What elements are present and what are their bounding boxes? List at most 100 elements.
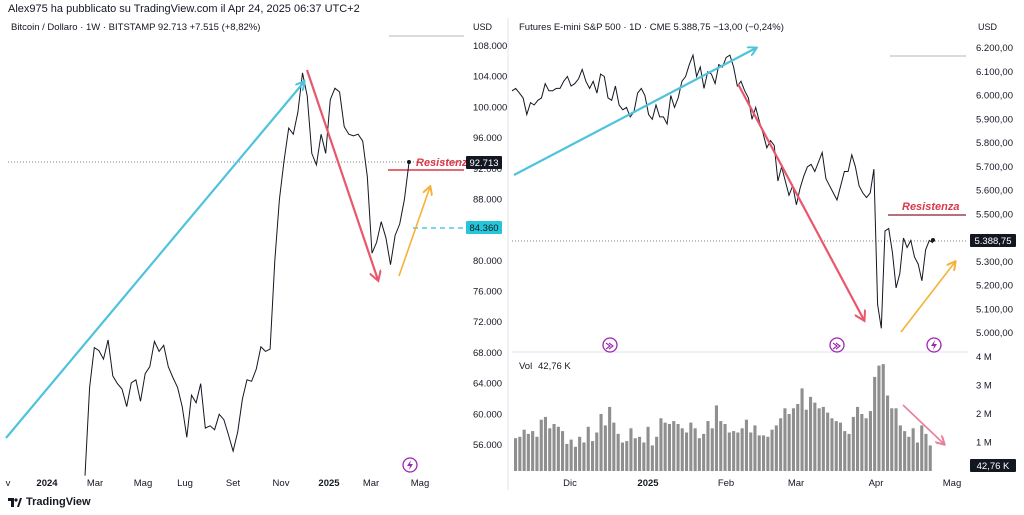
- volume-bar: [757, 435, 761, 471]
- btc-level-tag: [466, 221, 502, 234]
- volume-last-tag: [970, 459, 1016, 472]
- spx-uptrend-arrow: [513, 48, 756, 176]
- spx-y-tick-label: 5.700,00: [976, 162, 1013, 173]
- volume-bar: [821, 406, 825, 471]
- volume-bar: [838, 422, 842, 471]
- volume-bar: [834, 421, 838, 471]
- volume-bar: [826, 412, 830, 471]
- volume-bar: [744, 419, 748, 471]
- volume-decline-arrow: [902, 404, 944, 444]
- volume-bar: [791, 408, 795, 471]
- volume-bar: [783, 408, 787, 471]
- btc-x-tick-label: 2025: [318, 478, 340, 489]
- btc-x-tick-label: v: [6, 478, 11, 489]
- volume-bar: [676, 424, 680, 471]
- volume-bar: [710, 428, 714, 472]
- tradingview-brand[interactable]: TradingView: [8, 496, 91, 508]
- spx-x-tick-label: Apr: [869, 478, 884, 489]
- volume-bar: [804, 409, 808, 471]
- volume-bar: [732, 431, 736, 471]
- volume-last-tag-text: 42,76 K: [977, 461, 1010, 472]
- volume-bar: [586, 426, 590, 471]
- spx-downtrend-arrow: [737, 83, 864, 320]
- volume-bar: [817, 408, 821, 471]
- btc-x-tick-label: Nov: [273, 478, 290, 489]
- spx-chart-title: Futures E-mini S&P 500 · 1D · CME 5.388,…: [519, 22, 784, 33]
- volume-bar: [881, 364, 885, 471]
- event-marker-icon[interactable]: [602, 337, 618, 353]
- spx-x-tick-label: Dic: [563, 478, 577, 489]
- event-marker-icon[interactable]: [402, 457, 418, 473]
- spx-x-tick-label: 2025: [637, 478, 659, 489]
- volume-bar: [582, 442, 586, 471]
- volume-bar: [774, 425, 778, 471]
- volume-last-value: 42,76 K: [538, 361, 571, 372]
- volume-bar: [565, 443, 569, 471]
- volume-bar: [612, 422, 616, 471]
- volume-bar: [727, 432, 731, 471]
- btc-chart-title: Bitcoin / Dollaro · 1W · BITSTAMP 92.713…: [11, 22, 261, 33]
- volume-bar: [813, 402, 817, 471]
- volume-bar: [543, 416, 547, 471]
- volume-bar: [672, 421, 676, 471]
- btc-x-tick-label: Mar: [363, 478, 379, 489]
- volume-bar: [920, 425, 924, 471]
- event-marker-icon[interactable]: [829, 337, 845, 353]
- volume-bar: [903, 431, 907, 471]
- btc-currency-label: USD: [473, 22, 493, 32]
- btc-last-price-tag: [466, 156, 502, 169]
- btc-y-axis: 108.000 104.000 100.000 96.000 92.000 88.000 8…: [473, 41, 507, 451]
- volume-bar: [851, 416, 855, 471]
- volume-bar: [667, 424, 671, 471]
- volume-bar: [693, 428, 697, 472]
- volume-y-tick-label: 4 M: [976, 352, 992, 363]
- spx-y-tick-label: 5.500,00: [976, 209, 1013, 220]
- volume-bar: [749, 432, 753, 471]
- volume-bar: [514, 438, 518, 471]
- volume-bar: [924, 433, 928, 471]
- btc-x-tick-label: Mar: [87, 478, 103, 489]
- volume-bar: [616, 433, 620, 471]
- volume-bar: [539, 419, 543, 471]
- volume-bar: [633, 438, 637, 471]
- spx-last-price-text: 5.388,75: [975, 236, 1012, 247]
- volume-y-tick-label: 3 M: [976, 381, 992, 392]
- btc-y-tick-label: 72.000: [473, 317, 502, 328]
- volume-bar: [552, 424, 556, 471]
- spx-y-tick-label: 5.200,00: [976, 281, 1013, 292]
- volume-bar: [706, 421, 710, 471]
- volume-bar: [573, 446, 577, 471]
- volume-bar: [809, 396, 813, 471]
- btc-y-tick-label: 92.000: [473, 164, 502, 175]
- btc-y-tick-label: 104.000: [473, 72, 507, 83]
- volume-bar: [526, 433, 530, 471]
- volume-bar: [608, 406, 612, 471]
- volume-bar: [762, 435, 766, 471]
- volume-bar: [535, 436, 539, 471]
- btc-y-tick-label: 60.000: [473, 409, 502, 420]
- btc-y-tick-label: 100.000: [473, 102, 507, 113]
- volume-bar: [877, 365, 881, 471]
- btc-x-tick-label: Set: [226, 478, 241, 489]
- volume-bar: [928, 445, 932, 471]
- spx-y-tick-label: 5.600,00: [976, 186, 1013, 197]
- volume-bar: [650, 445, 654, 471]
- btc-level-text: 84.360: [469, 223, 498, 234]
- volume-bar: [898, 425, 902, 471]
- spx-y-tick-label: 5.900,00: [976, 114, 1013, 125]
- spx-x-axis: Dic 2025 Feb Mar Apr Mag: [563, 478, 961, 489]
- volume-bar: [907, 436, 911, 471]
- volume-y-axis: 4 M 3 M 2 M 1 M: [976, 352, 992, 449]
- btc-x-tick-label: Mag: [134, 478, 152, 489]
- volume-bar: [680, 428, 684, 472]
- publisher-header: Alex975 ha pubblicato su TradingView.com…: [8, 3, 360, 15]
- volume-bar: [659, 418, 663, 471]
- volume-bar: [702, 433, 706, 471]
- volume-bar: [629, 428, 633, 472]
- event-marker-icon[interactable]: [926, 337, 942, 353]
- volume-bar: [603, 425, 607, 471]
- spx-y-tick-label: 5.800,00: [976, 138, 1013, 149]
- btc-price-line: [84, 72, 410, 476]
- volume-bar: [595, 432, 599, 471]
